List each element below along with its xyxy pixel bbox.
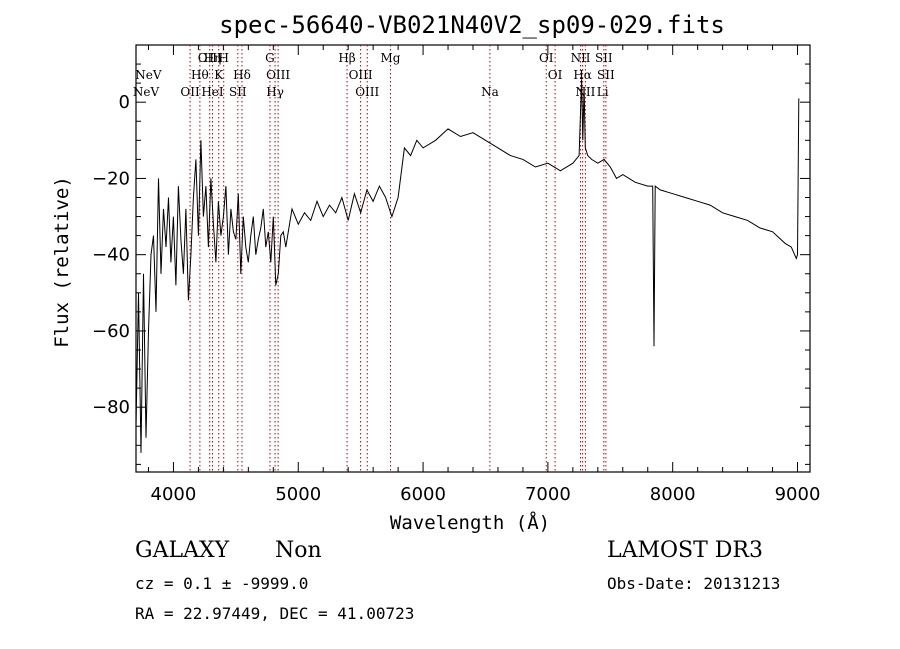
coordinates: RA = 22.97449, DEC = 41.00723 <box>135 604 415 623</box>
line-label-25: SII <box>597 68 615 82</box>
line-label-0: NeV <box>135 68 162 82</box>
line-label-11: G <box>265 51 275 65</box>
x-tick-label-0: 4000 <box>151 484 197 505</box>
x-tick-label-2: 6000 <box>400 484 446 505</box>
line-label-15: OIII <box>349 68 373 82</box>
x-tick-label-5: 9000 <box>775 484 821 505</box>
line-label-18: Na <box>481 85 499 99</box>
y-axis-label: Flux (relative) <box>51 176 73 348</box>
line-label-1: NeV <box>133 85 160 99</box>
y-tick-label-4: −80 <box>92 397 130 418</box>
line-label-24: SII <box>595 51 613 65</box>
line-label-23: NII <box>575 85 595 99</box>
line-label-26: Li <box>597 85 609 99</box>
line-label-9: Hδ <box>233 68 251 82</box>
line-label-2: OII <box>180 85 200 99</box>
survey-name: LAMOST DR3 <box>607 538 763 563</box>
x-tick-label-3: 7000 <box>525 484 571 505</box>
line-label-12: OIII <box>266 68 290 82</box>
line-label-20: OI <box>548 68 563 82</box>
y-tick-label-1: −20 <box>92 168 130 189</box>
y-tick-label-2: −40 <box>92 245 130 266</box>
x-axis: 4000 5000 6000 7000 8000 9000 <box>147 45 821 505</box>
y-tick-label-3: −60 <box>92 321 130 342</box>
chart-title: spec-56640-VB021N40V2_sp09-029.fits <box>219 11 725 39</box>
line-label-6: HeI <box>201 85 224 99</box>
x-tick-label-4: 8000 <box>650 484 696 505</box>
line-label-8: K <box>214 68 224 82</box>
redshift-cz: cz = 0.1 ± -9999.0 <box>135 574 309 593</box>
x-axis-label: Wavelength (Å) <box>390 511 550 534</box>
line-label-13: Hγ <box>266 85 284 99</box>
line-label-21: NII <box>571 51 591 65</box>
spectrum-line <box>135 79 800 453</box>
object-subclass: Non <box>275 538 322 563</box>
line-label-10: SII <box>229 85 247 99</box>
obs-date: Obs-Date: 20131213 <box>607 574 781 593</box>
line-label-3: OIII <box>198 51 222 65</box>
line-label-14: Hβ <box>338 51 355 65</box>
y-tick-label-0: 0 <box>119 92 130 113</box>
line-label-5: Hθ <box>191 68 209 82</box>
line-label-22: Hα <box>573 68 592 82</box>
object-class: GALAXY <box>135 538 230 563</box>
line-markers <box>189 45 607 472</box>
x-tick-label-1: 5000 <box>275 484 321 505</box>
line-label-17: Mg <box>381 51 401 65</box>
y-axis: 0 −20 −40 −60 −80 <box>92 63 810 465</box>
line-label-4: Hη <box>204 51 222 65</box>
line-label-19: OI <box>539 51 554 65</box>
line-label-7: H <box>218 51 228 65</box>
line-label-16: OIII <box>355 85 379 99</box>
plot-frame <box>135 44 811 473</box>
